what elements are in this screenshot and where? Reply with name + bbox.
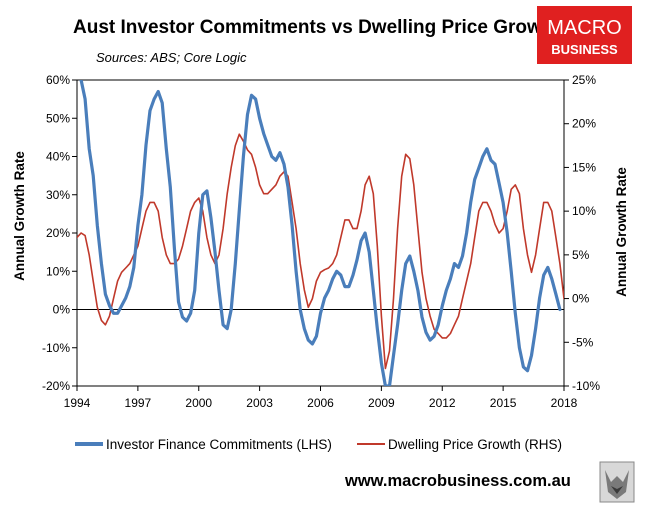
legend: Investor Finance Commitments (LHS) Dwell… (75, 437, 562, 452)
legend-label-dwelling: Dwelling Price Growth (RHS) (388, 437, 562, 452)
y-left-tick-label: 10% (46, 264, 70, 278)
y-right-tick-label: -10% (572, 379, 600, 393)
y-left-tick-label: 40% (46, 150, 70, 164)
logo-box (537, 6, 632, 64)
y-left-tick-label: 60% (46, 73, 70, 87)
y-right-tick-label: 10% (572, 204, 596, 218)
y-right-tick-label: 25% (572, 73, 596, 87)
y-right-tick-label: 5% (572, 248, 590, 262)
y-right-tick-label: -5% (572, 335, 594, 349)
y-left-tick-label: -20% (42, 379, 70, 393)
y-left-tick-label: 30% (46, 188, 70, 202)
logo-line1: MACRO (547, 17, 621, 39)
series-line-dwelling (77, 133, 564, 370)
x-tick-label: 2012 (429, 396, 456, 410)
y-right-tick-label: 15% (572, 160, 596, 174)
x-tick-label: 2003 (246, 396, 273, 410)
x-tick-label: 2018 (551, 396, 578, 410)
x-tick-label: 1994 (64, 396, 91, 410)
wolf-icon (599, 461, 635, 503)
y-left-tick-label: 20% (46, 226, 70, 240)
macrobusiness-logo: MACRO BUSINESS (537, 6, 632, 64)
series-line-investor (79, 80, 562, 386)
y-left-tick-label: -10% (42, 341, 70, 355)
chart-title: Aust Investor Commitments vs Dwelling Pr… (73, 17, 560, 38)
y-left-tick-label: 50% (46, 111, 70, 125)
x-tick-label: 1997 (125, 396, 152, 410)
x-tick-label: 2000 (185, 396, 212, 410)
y-right-tick-label: 20% (572, 117, 596, 131)
y-left-tick-label: 0% (53, 303, 71, 317)
y-axis-left-title: Annual Growth Rate (12, 151, 27, 281)
chart-subtitle: Sources: ABS; Core Logic (96, 50, 247, 65)
footer-url: www.macrobusiness.com.au (344, 472, 571, 490)
x-tick-label: 2015 (490, 396, 517, 410)
legend-label-investor: Investor Finance Commitments (LHS) (106, 437, 332, 452)
plot-area: 60% 50% 40% 30% 20% 10% 0% -10% -20% 25% 20% 15% 10%… (42, 73, 600, 410)
x-tick-label: 2006 (307, 396, 334, 410)
x-tick-label: 2009 (368, 396, 395, 410)
logo-line2: BUSINESS (551, 42, 618, 57)
y-axis-right-title: Annual Growth Rate (614, 167, 629, 297)
y-right-tick-label: 0% (572, 292, 590, 306)
